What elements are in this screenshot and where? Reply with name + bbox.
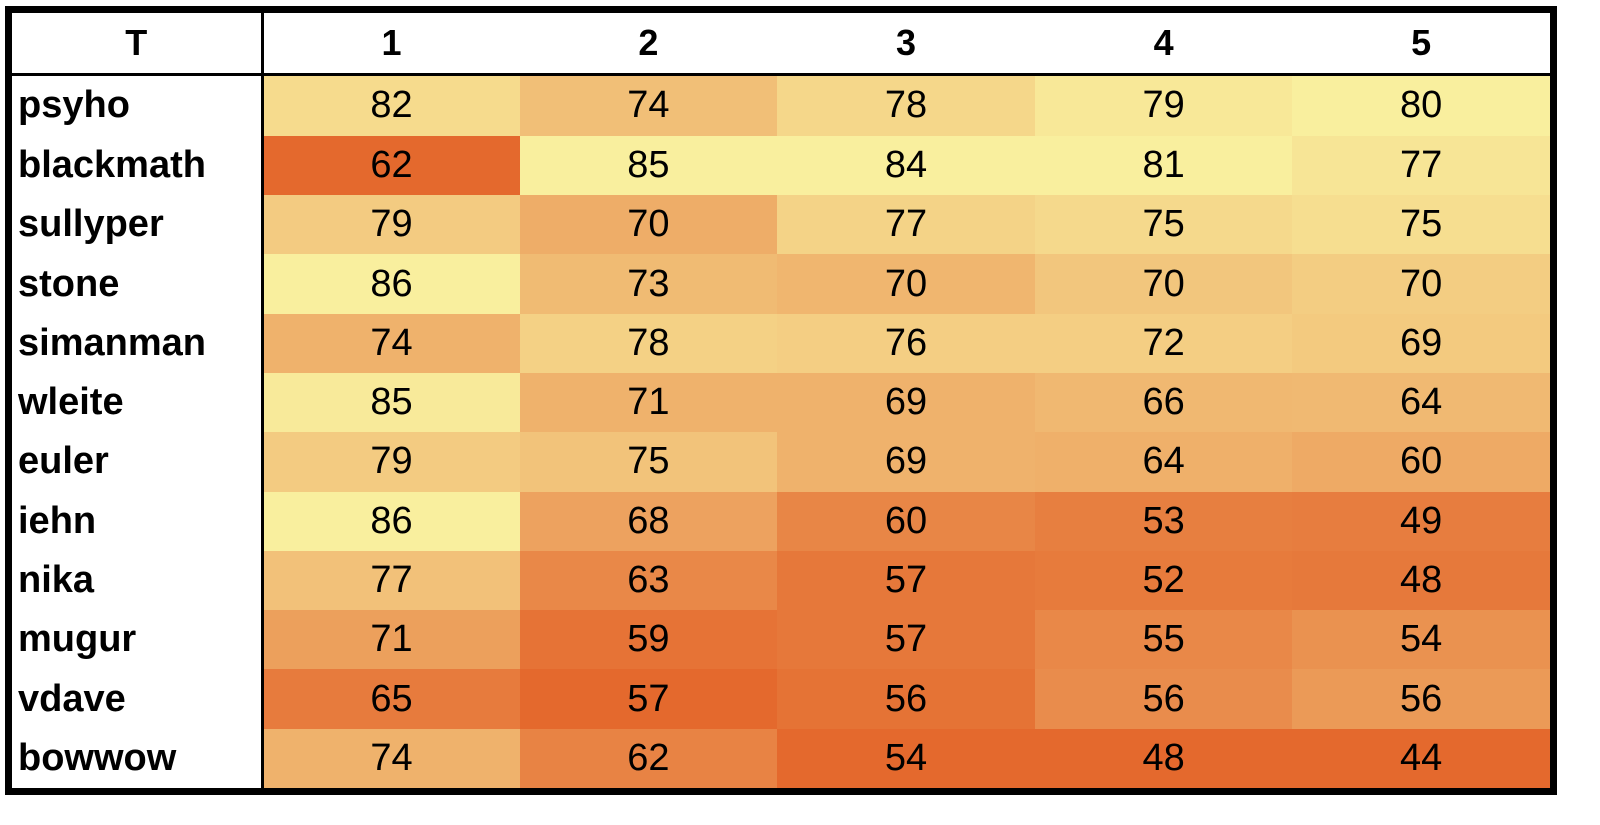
score-cell: 74 — [262, 728, 520, 788]
table-row: stone 86 73 70 70 70 — [12, 254, 1550, 314]
row-name: bowwow — [12, 728, 264, 788]
score-cell: 48 — [1292, 550, 1550, 611]
table-row: wleite 85 71 69 66 64 — [12, 372, 1550, 433]
table-row: blackmath 62 85 84 81 77 — [12, 135, 1550, 196]
column-header: 4 — [1034, 13, 1293, 76]
table-row: euler 79 75 69 64 60 — [12, 432, 1550, 492]
score-cell: 70 — [777, 254, 1035, 314]
column-header: 2 — [519, 13, 778, 76]
score-cell: 55 — [1034, 610, 1293, 670]
score-cell: 49 — [1292, 491, 1550, 551]
score-cell: 75 — [519, 432, 778, 492]
score-cell: 60 — [777, 491, 1035, 551]
score-cell: 85 — [262, 372, 520, 433]
score-cell: 57 — [777, 550, 1035, 611]
score-cell: 63 — [519, 550, 778, 611]
score-cell: 56 — [1034, 669, 1293, 729]
table-row: mugur 71 59 57 55 54 — [12, 610, 1550, 670]
score-cell: 44 — [1292, 728, 1550, 788]
score-cell: 79 — [1034, 74, 1293, 136]
score-cell: 69 — [777, 432, 1035, 492]
row-name: nika — [12, 550, 264, 611]
column-header: 3 — [777, 13, 1035, 76]
row-name: vdave — [12, 669, 264, 729]
score-cell: 79 — [262, 432, 520, 492]
row-name: psyho — [12, 74, 264, 136]
score-cell: 57 — [519, 669, 778, 729]
score-cell: 66 — [1034, 372, 1293, 433]
table-row: sullyper 79 70 77 75 75 — [12, 195, 1550, 255]
score-cell: 56 — [777, 669, 1035, 729]
table-row: psyho 82 74 78 79 80 — [12, 74, 1550, 136]
score-cell: 71 — [519, 372, 778, 433]
row-name: simanman — [12, 313, 264, 373]
row-name: iehn — [12, 491, 264, 551]
score-cell: 74 — [519, 74, 778, 136]
score-cell: 69 — [1292, 313, 1550, 373]
column-header: 1 — [262, 13, 520, 76]
score-cell: 69 — [777, 372, 1035, 433]
column-header: 5 — [1292, 13, 1550, 76]
score-cell: 77 — [262, 550, 520, 611]
score-cell: 52 — [1034, 550, 1293, 611]
score-cell: 82 — [262, 74, 520, 136]
score-cell: 86 — [262, 491, 520, 551]
score-cell: 64 — [1034, 432, 1293, 492]
score-cell: 77 — [777, 195, 1035, 255]
score-cell: 62 — [262, 135, 520, 196]
score-cell: 68 — [519, 491, 778, 551]
score-cell: 59 — [519, 610, 778, 670]
table-body: psyho 82 74 78 79 80 blackmath 62 85 84 81 77 sullyp… — [12, 74, 1550, 788]
row-name: stone — [12, 254, 264, 314]
score-cell: 53 — [1034, 491, 1293, 551]
score-cell: 64 — [1292, 372, 1550, 433]
table-row: simanman 74 78 76 72 69 — [12, 313, 1550, 373]
row-name: blackmath — [12, 135, 264, 196]
score-cell: 54 — [777, 728, 1035, 788]
row-name: wleite — [12, 372, 264, 433]
score-cell: 86 — [262, 254, 520, 314]
table-row: nika 77 63 57 52 48 — [12, 550, 1550, 611]
table-row: bowwow 74 62 54 48 44 — [12, 728, 1550, 788]
score-cell: 76 — [777, 313, 1035, 373]
score-cell: 62 — [519, 728, 778, 788]
score-cell: 57 — [777, 610, 1035, 670]
score-cell: 65 — [262, 669, 520, 729]
column-header: T — [12, 13, 264, 76]
score-cell: 75 — [1292, 195, 1550, 255]
score-cell: 74 — [262, 313, 520, 373]
score-cell: 78 — [777, 74, 1035, 136]
score-cell: 80 — [1292, 74, 1550, 136]
score-cell: 73 — [519, 254, 778, 314]
table-row: iehn 86 68 60 53 49 — [12, 491, 1550, 551]
score-cell: 78 — [519, 313, 778, 373]
score-cell: 54 — [1292, 610, 1550, 670]
score-cell: 71 — [262, 610, 520, 670]
score-cell: 48 — [1034, 728, 1293, 788]
score-cell: 75 — [1034, 195, 1293, 255]
row-name: mugur — [12, 610, 264, 670]
score-cell: 85 — [519, 135, 778, 196]
score-cell: 70 — [1292, 254, 1550, 314]
table-row: vdave 65 57 56 56 56 — [12, 669, 1550, 729]
score-cell: 72 — [1034, 313, 1293, 373]
score-cell: 79 — [262, 195, 520, 255]
score-cell: 81 — [1034, 135, 1293, 196]
score-cell: 70 — [1034, 254, 1293, 314]
row-name: euler — [12, 432, 264, 492]
row-name: sullyper — [12, 195, 264, 255]
score-cell: 70 — [519, 195, 778, 255]
score-cell: 56 — [1292, 669, 1550, 729]
score-cell: 84 — [777, 135, 1035, 196]
score-cell: 77 — [1292, 135, 1550, 196]
score-cell: 60 — [1292, 432, 1550, 492]
